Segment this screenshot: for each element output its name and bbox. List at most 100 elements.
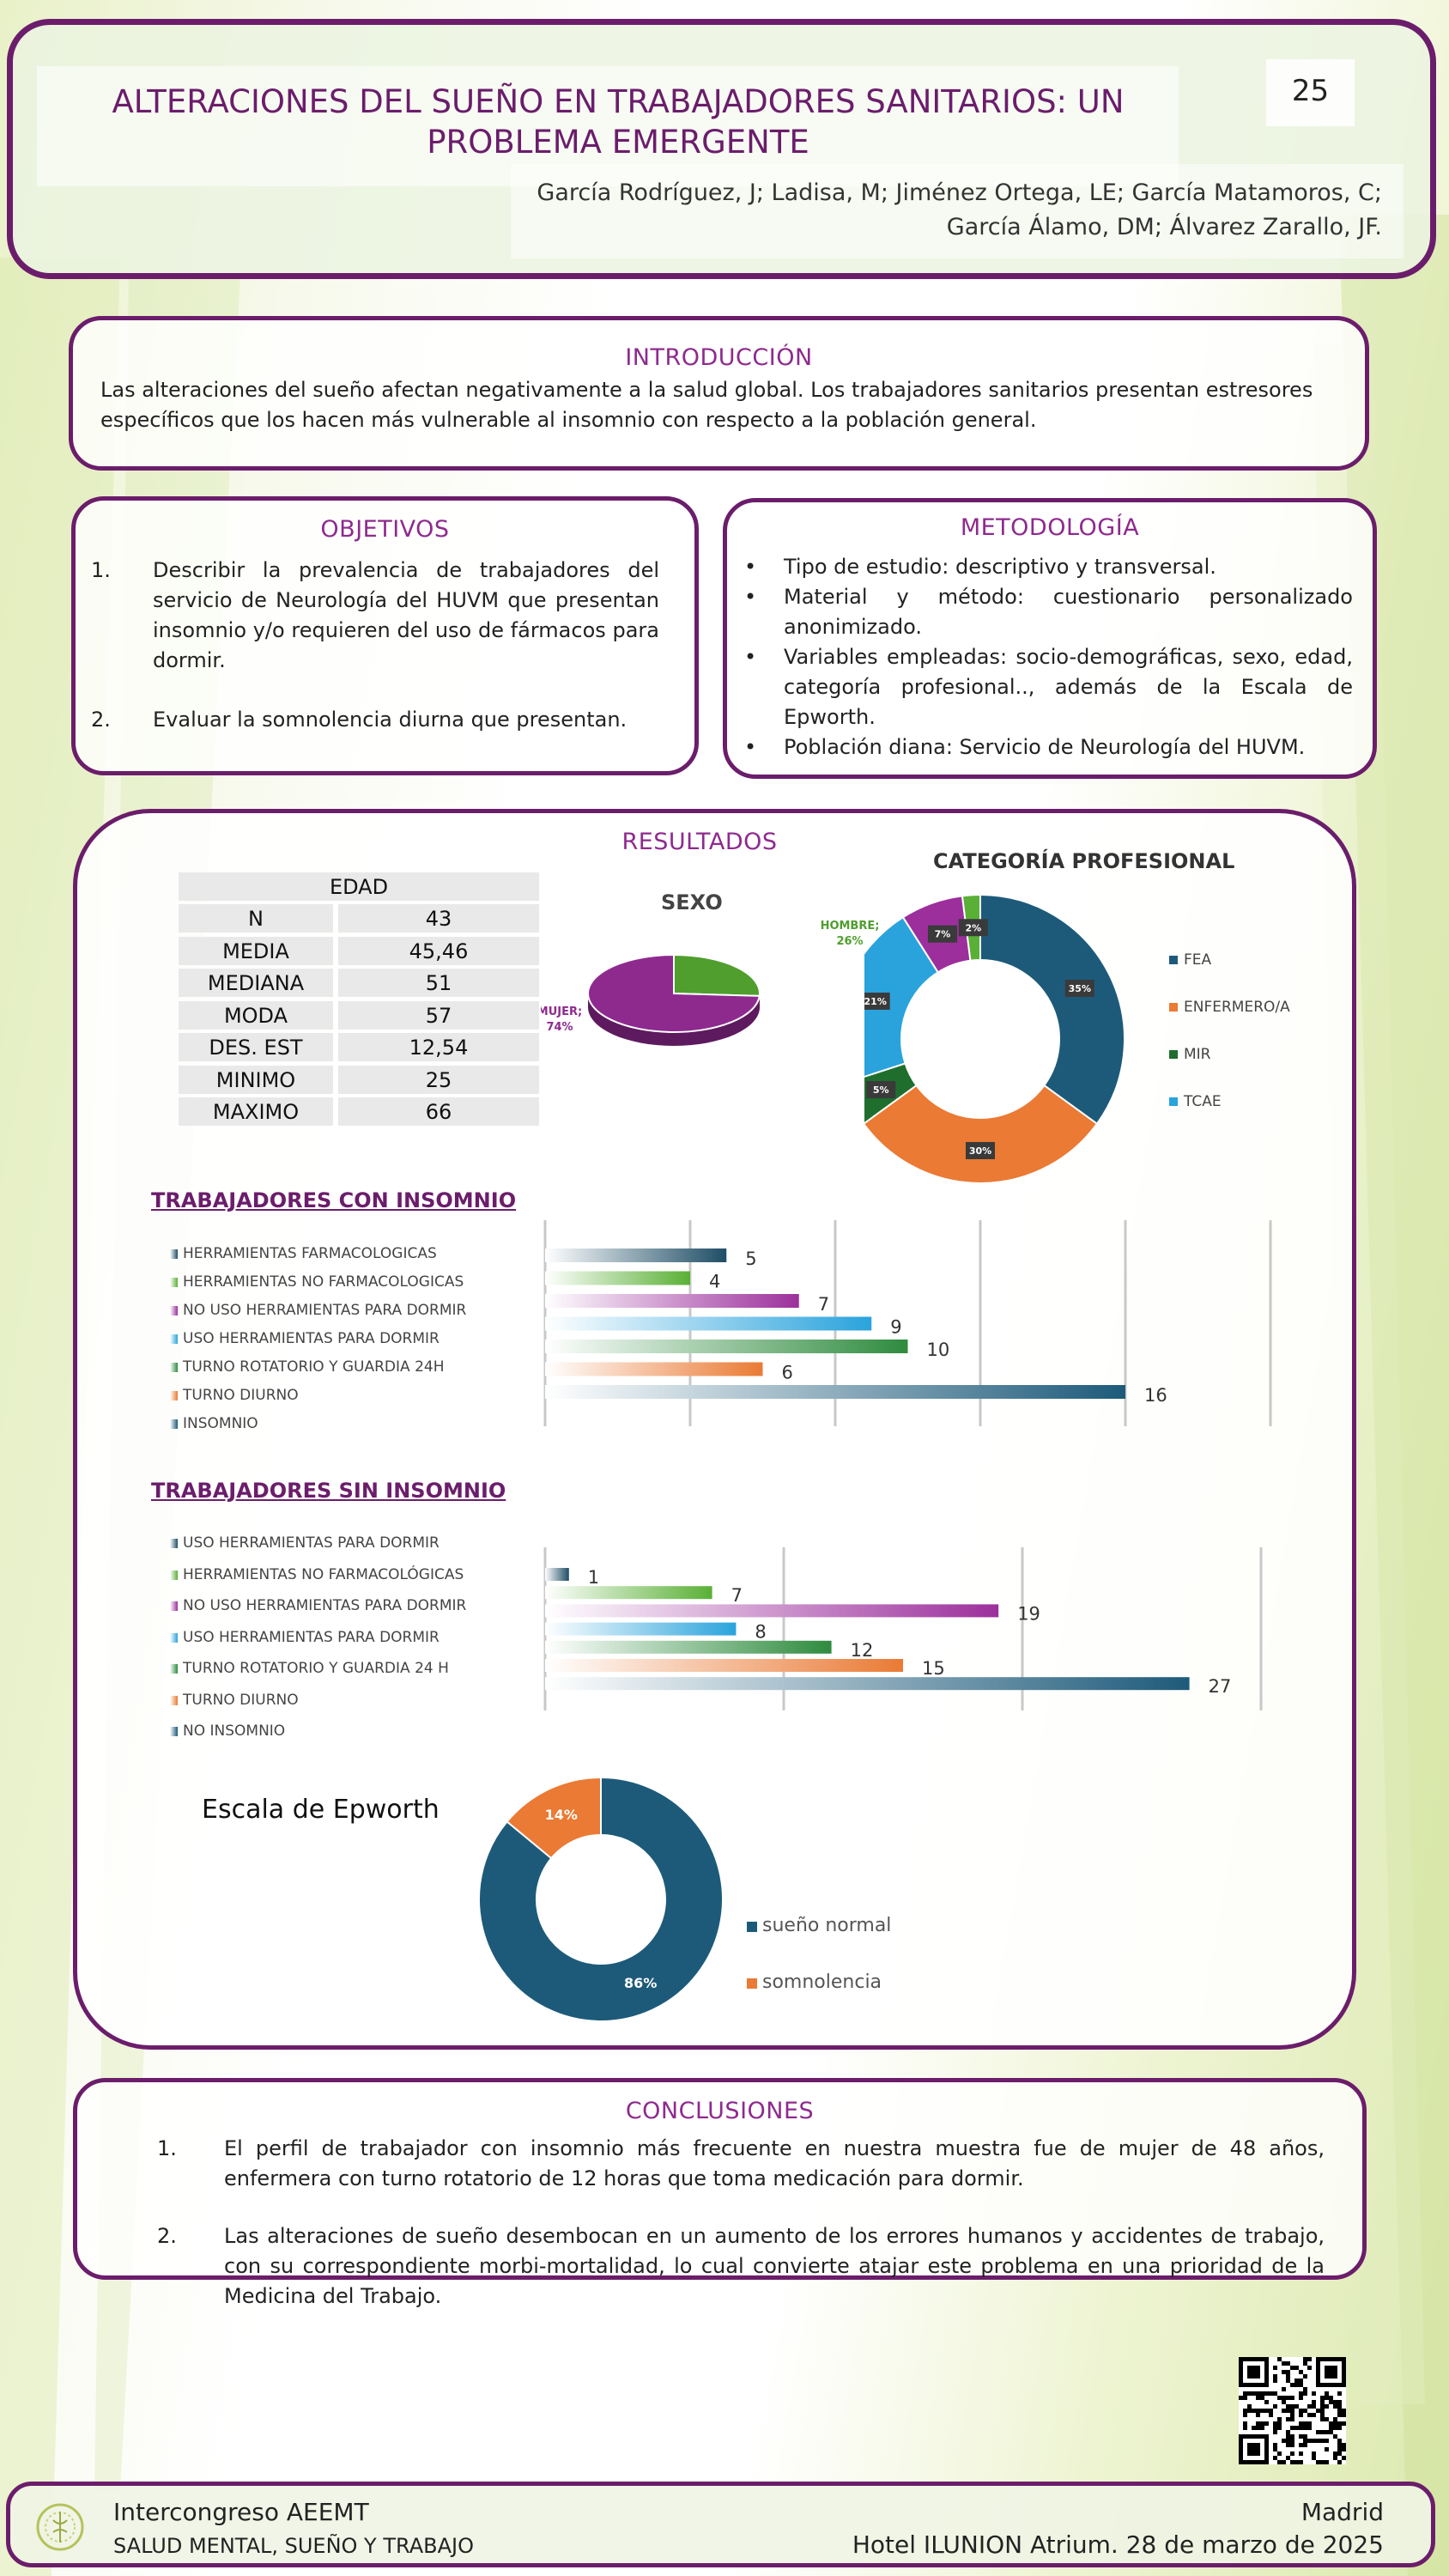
pie-data-label: HOMBRE; 26%	[821, 920, 880, 948]
congress-logo	[36, 2503, 84, 2551]
bar	[545, 1294, 799, 1308]
conclusiones-title: CONCLUSIONES	[625, 2098, 815, 2124]
legend-label: TCAE	[1183, 1093, 1222, 1110]
bar	[545, 1385, 1125, 1399]
resultados-panel: RESULTADOS EDAD N 43 MEDIA 45,46 MEDIANA 51 MO…	[73, 809, 1356, 2050]
legend-label: HERRAMIENTAS NO FARMACOLOGICAS	[183, 1273, 464, 1291]
conclusiones-list: 1. El perfil de trabajador con insomnio …	[157, 2134, 1325, 2341]
pie-slice-mujer	[587, 953, 761, 1033]
conclusiones-panel: CONCLUSIONES 1. El perfil de trabajador …	[73, 2078, 1367, 2308]
bar	[545, 1604, 999, 1618]
bar	[545, 1271, 690, 1285]
edad-stat-label: N	[179, 904, 333, 933]
bar	[545, 1659, 903, 1672]
metodologia-text: Población diana: Servicio de Neurología …	[784, 735, 1306, 759]
edad-table-row: MEDIANA 51	[179, 969, 539, 997]
metodologia-item: • Población diana: Servicio de Neurología…	[739, 732, 1353, 762]
legend-label: TURNO DIURNO	[183, 1691, 299, 1709]
donut-label-box	[864, 992, 890, 1010]
objetivos-title: OBJETIVOS	[320, 516, 450, 543]
legend-swatch	[1169, 1097, 1178, 1106]
edad-stat-value: 66	[338, 1097, 539, 1126]
con-insomnio-bar-chart: 5 4 7 9 10 6 16	[543, 1220, 1272, 1426]
footer-event: Intercongreso AEEMT	[113, 2498, 369, 2526]
bullet: •	[744, 735, 757, 759]
legend-label: TURNO DIURNO	[183, 1387, 299, 1404]
bar-data-label: 7	[818, 1294, 829, 1315]
legend-swatch	[1169, 1003, 1178, 1012]
donut-label-box	[866, 1081, 896, 1099]
edad-stat-label: MINIMO	[179, 1065, 333, 1094]
objetivo-text: Describir la prevalencia de trabajadores…	[153, 558, 659, 672]
epworth-title: Escala de Epworth	[202, 1795, 440, 1825]
epworth-legend: sueño normal somnolencia	[747, 1915, 1004, 2018]
metodologia-title: METODOLOGÍA	[960, 514, 1140, 541]
objetivo-number: 1.	[91, 558, 111, 582]
resultados-title: RESULTADOS	[621, 829, 778, 855]
legend-label: somnolencia	[762, 1971, 882, 1993]
bar-data-label: 8	[755, 1622, 766, 1643]
bar	[545, 1568, 569, 1581]
objetivo-text: Evaluar la somnolencia diurna que presen…	[153, 708, 627, 732]
donut-data-label: 21%	[864, 996, 887, 1007]
header-panel: ALTERACIONES DEL SUEÑO EN TRABAJADORES S…	[7, 19, 1436, 279]
legend-label: INSOMNIO	[183, 1415, 258, 1432]
bar-data-label: 7	[731, 1585, 743, 1606]
legend-swatch	[170, 1306, 178, 1315]
authors-line-2: García Álamo, DM; Álvarez Zarallo, JF.	[946, 214, 1382, 240]
edad-stat-label: MEDIANA	[179, 969, 333, 997]
donut-data-label: 30%	[969, 1145, 991, 1157]
sin-insomnio-title: TRABAJADORES SIN INSOMNIO	[151, 1479, 506, 1503]
bar-data-label: 16	[1144, 1385, 1167, 1406]
legend-label: TURNO ROTATORIO Y GUARDIA 24 H	[183, 1660, 449, 1677]
donut-data-label: 5%	[873, 1084, 889, 1096]
introduccion-text: Las alteraciones del sueño afectan negat…	[100, 375, 1345, 435]
legend-item: INSOMNIO	[170, 1415, 258, 1432]
legend-label: NO INSOMNIO	[183, 1722, 286, 1740]
edad-table-row: DES. EST 12,54	[179, 1033, 539, 1061]
legend-label: HERRAMIENTAS FARMACOLOGICAS	[183, 1245, 437, 1262]
legend-swatch	[747, 1922, 757, 1932]
legend-item: NO INSOMNIO	[170, 1722, 285, 1740]
sin-insomnio-legend: USO HERRAMIENTAS PARA DORMIR HERRAMIENTAS…	[170, 1534, 530, 1741]
footer-theme: SALUD MENTAL, SUEÑO Y TRABAJO	[113, 2534, 474, 2558]
bar	[545, 1677, 1190, 1691]
epworth-data-label: 86%	[624, 1975, 657, 1991]
legend-swatch	[170, 1695, 178, 1705]
legend-swatch	[170, 1664, 178, 1674]
poster-number: 25	[1291, 74, 1330, 108]
bar-data-label: 6	[782, 1363, 793, 1383]
edad-stat-value: 51	[338, 969, 539, 997]
edad-stat-label: MODA	[179, 1000, 333, 1030]
legend-item: HERRAMIENTAS NO FARMACOLOGICAS	[170, 1273, 464, 1291]
legend-item: TURNO DIURNO	[170, 1387, 299, 1404]
donut-label-box	[958, 919, 988, 937]
donut-slice	[864, 1084, 1099, 1184]
donut-slice	[864, 915, 940, 1078]
legend-label: USO HERRAMIENTAS PARA DORMIR	[183, 1330, 440, 1347]
legend-item: NO USO HERRAMIENTAS PARA DORMIR	[170, 1597, 466, 1614]
pie-slice-hombre	[673, 953, 761, 997]
edad-table-row: MINIMO 25	[179, 1065, 539, 1094]
title-line-2: PROBLEMA EMERGENTE	[427, 124, 809, 161]
edad-table-row: MEDIA 45,46	[179, 936, 539, 965]
bar-data-label: 27	[1209, 1676, 1232, 1697]
edad-stat-label: MAXIMO	[179, 1097, 333, 1126]
donut-data-label: 2%	[965, 922, 981, 933]
introduccion-panel: INTRODUCCIÓN Las alteraciones del sueño …	[69, 316, 1369, 471]
bar	[545, 1362, 763, 1376]
legend-item: NO USO HERRAMIENTAS PARA DORMIR	[170, 1302, 466, 1319]
legend-swatch	[170, 1363, 178, 1372]
legend-swatch	[170, 1249, 178, 1259]
donut-data-label: 7%	[935, 929, 951, 940]
bullet: •	[744, 645, 757, 669]
legend-label: NO USO HERRAMIENTAS PARA DORMIR	[183, 1597, 467, 1614]
donut-slice	[979, 893, 1125, 1126]
edad-stat-value: 45,46	[338, 936, 539, 965]
qr-code[interactable]	[1239, 2357, 1346, 2464]
legend-swatch	[170, 1570, 178, 1580]
bullet: •	[744, 555, 757, 579]
bar-data-label: 15	[922, 1658, 945, 1679]
authors-line-1: García Rodríguez, J; Ladisa, M; Jiménez …	[537, 179, 1382, 206]
legend-swatch	[170, 1727, 178, 1736]
